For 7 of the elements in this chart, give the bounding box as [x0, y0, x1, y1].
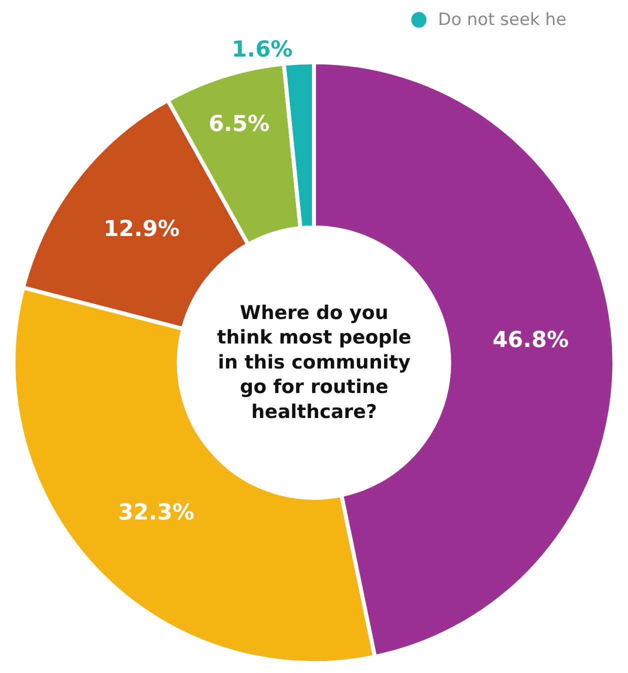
data-label: 6.5% [208, 112, 270, 137]
data-label: 32.3% [118, 500, 194, 526]
data-label: 46.8% [492, 328, 569, 353]
data-label: 12.9% [103, 217, 180, 242]
legend-label: Do not seek he [438, 10, 566, 30]
text: Where do you think most people in this community go for routine healthcare? [217, 302, 412, 423]
data-label: 1.6% [232, 38, 293, 63]
